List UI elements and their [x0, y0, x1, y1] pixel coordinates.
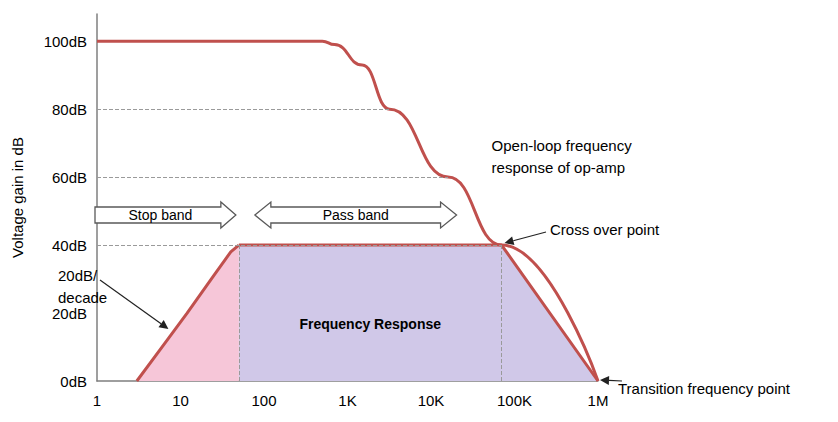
svg-text:Voltage gain in dB: Voltage gain in dB [9, 137, 26, 258]
svg-text:10: 10 [172, 392, 189, 409]
svg-text:10K: 10K [418, 392, 445, 409]
svg-text:1K: 1K [338, 392, 356, 409]
svg-text:80dB: 80dB [52, 101, 87, 118]
svg-text:0dB: 0dB [60, 373, 87, 390]
svg-text:100K: 100K [497, 392, 532, 409]
svg-text:Pass band: Pass band [323, 207, 389, 223]
svg-text:20dB/: 20dB/ [58, 267, 98, 284]
svg-text:Stop band: Stop band [129, 207, 193, 223]
svg-text:20dB: 20dB [52, 305, 87, 322]
svg-text:1M: 1M [588, 392, 609, 409]
svg-text:response of op-amp: response of op-amp [492, 159, 625, 176]
svg-text:Cross over point: Cross over point [550, 221, 660, 238]
svg-text:Transition frequency point: Transition frequency point [618, 380, 791, 397]
svg-text:1: 1 [93, 392, 101, 409]
svg-text:40dB: 40dB [52, 237, 87, 254]
svg-text:Open-loop frequency: Open-loop frequency [492, 137, 636, 154]
svg-text:60dB: 60dB [52, 169, 87, 186]
svg-text:100dB: 100dB [44, 33, 87, 50]
svg-text:100: 100 [251, 392, 276, 409]
svg-text:Frequency Response: Frequency Response [299, 316, 441, 332]
svg-text:decade: decade [58, 289, 107, 306]
